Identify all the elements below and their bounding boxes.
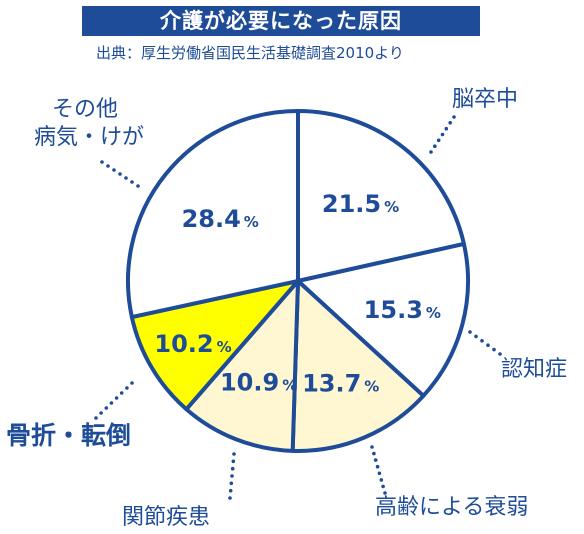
leader-dot-stroke	[452, 115, 456, 119]
label-fracture-fall: 骨折・転倒	[6, 421, 132, 450]
chart-source: 出典：厚生労働省国民生活基礎調査2010より	[96, 44, 404, 62]
leader-dot-fracture-fall	[125, 386, 129, 390]
label-joint-disease: 関節疾患	[122, 505, 211, 530]
leader-dot-joint-disease	[231, 459, 236, 464]
leader-dot-dementia	[486, 343, 490, 348]
label-other-line2: 病気・けが	[34, 125, 145, 150]
pie-slice-stroke	[296, 109, 466, 283]
leader-dot-frailty	[381, 484, 385, 489]
leader-dot-other	[136, 184, 140, 188]
leader-dot-dementia	[474, 334, 478, 339]
leader-dot-joint-disease	[228, 488, 233, 493]
leader-dot-frailty	[373, 458, 378, 462]
leader-dot-stroke	[448, 121, 453, 125]
leader-dot-stroke	[436, 138, 441, 143]
leader-dot-frailty	[377, 471, 382, 476]
leader-dot-fracture-fall	[114, 396, 119, 400]
leader-dot-dementia	[492, 347, 496, 352]
leader-dot-stroke	[429, 150, 433, 154]
leader-dot-fracture-fall	[99, 411, 103, 415]
label-dementia: 認知症	[501, 357, 568, 382]
leader-dot-other	[118, 172, 122, 176]
leader-dot-other	[130, 180, 134, 184]
leader-dot-frailty	[383, 491, 387, 495]
label-stroke: 脳卒中	[452, 87, 519, 112]
leader-dot-stroke	[433, 144, 437, 148]
value-label-frailty: 13.7%	[302, 369, 379, 397]
value-label-joint-disease: 10.9%	[220, 369, 297, 397]
leader-dot-fracture-fall	[109, 401, 114, 405]
leader-dot-joint-disease	[228, 496, 232, 500]
leader-dot-joint-disease	[230, 466, 235, 471]
leader-dot-other	[112, 168, 116, 172]
pie-slice-dementia	[296, 241, 470, 398]
leader-dot-joint-disease	[232, 452, 236, 456]
leader-dot-other	[124, 176, 128, 180]
leader-dot-other	[100, 160, 104, 164]
leader-dot-fracture-fall	[119, 391, 124, 395]
leader-dot-frailty	[372, 451, 376, 456]
value-label-dementia: 15.3%	[364, 296, 441, 324]
label-other-line1: その他	[52, 97, 119, 122]
leader-dot-stroke	[440, 132, 445, 137]
pie-slice-fracture-fall	[129, 279, 300, 412]
leader-dot-joint-disease	[230, 474, 234, 478]
leader-dot-fracture-fall	[94, 416, 98, 420]
leader-dot-fracture-fall	[104, 406, 109, 410]
leader-dot-other	[106, 164, 110, 168]
leader-dot-frailty	[370, 445, 374, 449]
leader-dot-dementia	[468, 330, 472, 334]
leader-dot-dementia	[498, 352, 502, 356]
chart-title: 介護が必要になった原因	[160, 9, 402, 33]
leader-dot-joint-disease	[229, 481, 234, 486]
title-banner: 介護が必要になった原因	[82, 6, 480, 36]
value-label-other: 28.4%	[182, 205, 259, 233]
leader-dot-stroke	[444, 126, 449, 131]
label-frailty: 高齢による衰弱	[375, 495, 529, 520]
pie-slice-frailty	[290, 279, 426, 453]
value-label-fracture-fall: 10.2%	[154, 330, 231, 358]
pie-slice-joint-disease	[184, 279, 300, 453]
leader-dot-fracture-fall	[130, 381, 134, 385]
value-label-stroke: 21.5%	[322, 190, 399, 218]
leader-dot-frailty	[375, 464, 380, 469]
leader-dot-dementia	[480, 339, 484, 343]
leader-dot-frailty	[379, 478, 384, 482]
pie-slice-other	[126, 109, 300, 320]
